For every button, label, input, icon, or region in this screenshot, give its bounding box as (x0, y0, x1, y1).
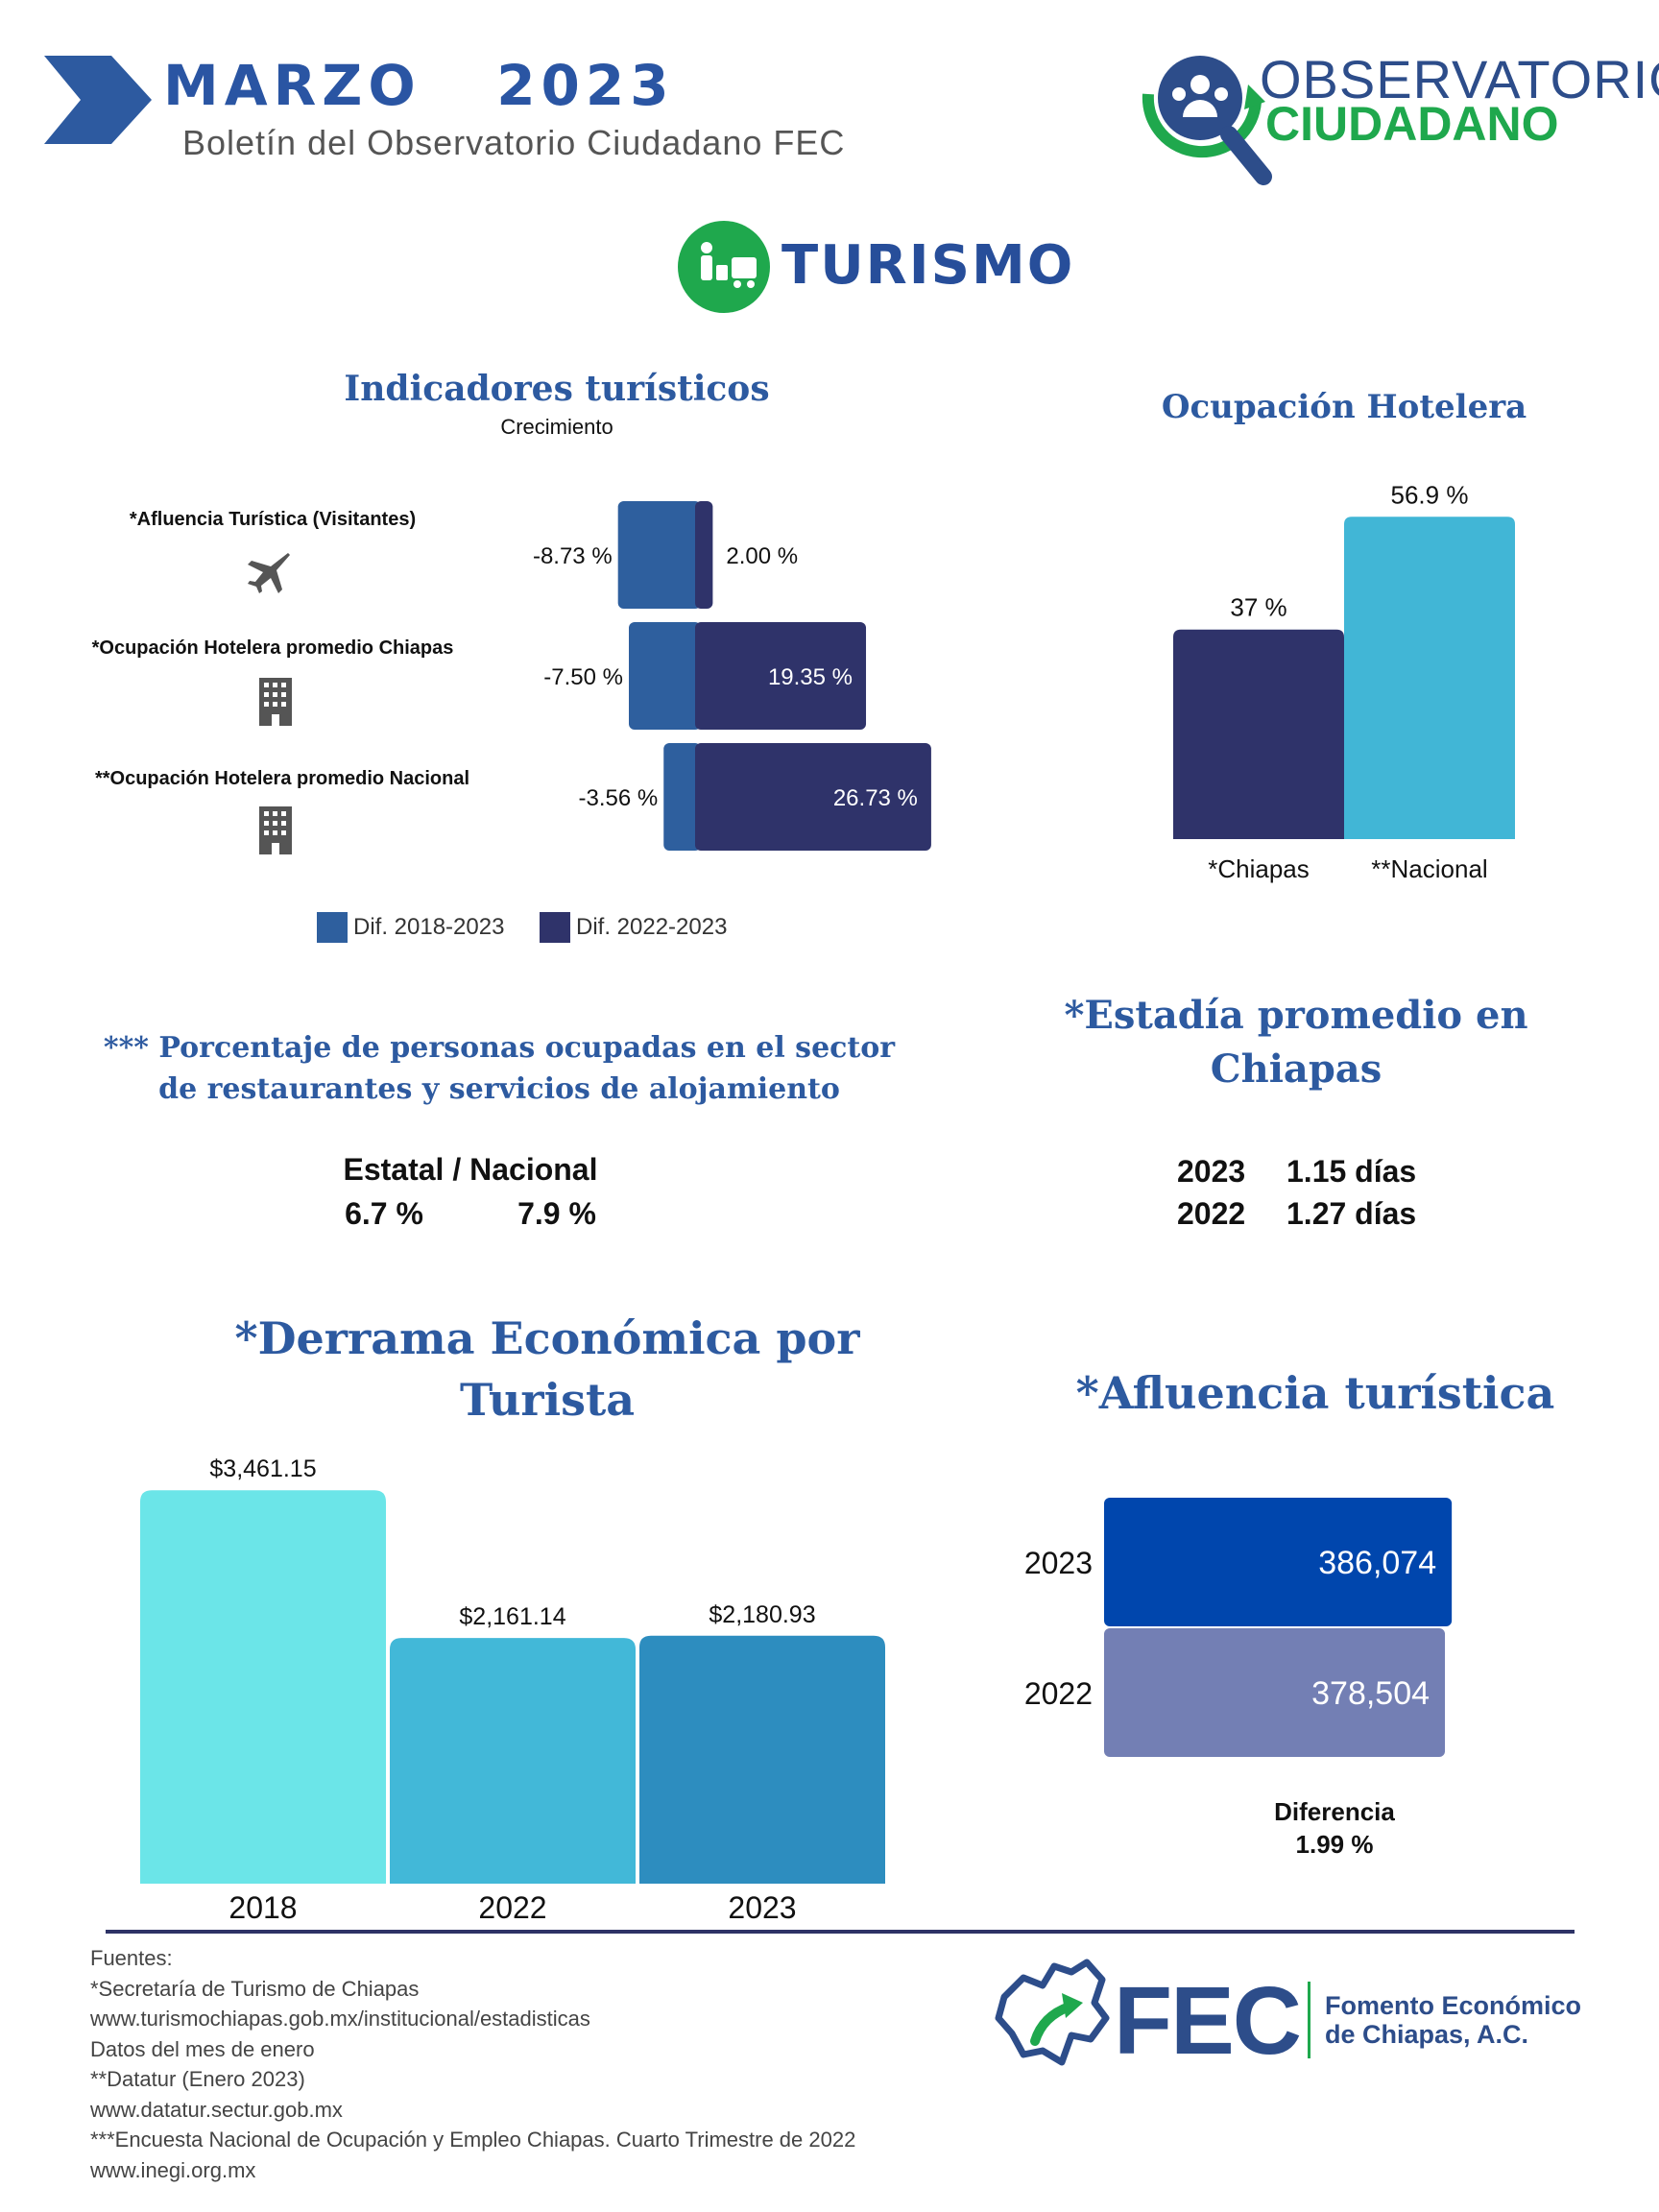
estadia-value-2023: 1.15 días (1286, 1154, 1417, 1189)
header-subtitle: Boletín del Observatorio Ciudadano FEC (182, 123, 846, 162)
label-ocupacion: 37 % (1230, 593, 1286, 622)
building-icon (259, 806, 292, 854)
label-dif-2022: 19.35 % (768, 664, 853, 690)
bar-derrama (140, 1490, 386, 1884)
source-line: Fuentes: (90, 1946, 173, 1970)
legend-swatch-2022 (540, 912, 570, 943)
bar-derrama (390, 1638, 636, 1884)
nacional-value: 7.9 % (517, 1196, 596, 1231)
building-icon (259, 678, 292, 726)
bar-dif-2022 (695, 501, 713, 609)
estatal-nacional-label: Estatal / Nacional (343, 1152, 598, 1187)
airplane-icon (248, 553, 290, 593)
bar-dif-2018 (663, 743, 701, 851)
bar-ocupacion (1344, 517, 1515, 839)
estadia-year-2023: 2023 (1177, 1154, 1246, 1189)
indicadores-chart: -8.73 % 2.00 % -7.50 % 19.35 % -3.56 % 26.73 … (533, 501, 931, 851)
estadia-value-2022: 1.27 días (1286, 1196, 1417, 1231)
tourism-icon (678, 221, 770, 313)
ocupacion-title: Ocupación Hotelera (1161, 388, 1527, 426)
fec-name-line2: de Chiapas, A.C. (1325, 2020, 1529, 2049)
chiapas-map-icon (995, 1959, 1110, 2066)
magnifier-people-icon (1142, 56, 1272, 185)
label-dif-2018: -8.73 % (533, 543, 613, 569)
label-afluencia: 378,504 (1311, 1675, 1430, 1712)
legend-label-2018: Dif. 2018-2023 (353, 914, 505, 940)
label-dif-2018: -3.56 % (579, 785, 659, 811)
header-chevron-icon (44, 56, 152, 144)
indicadores-subtitle: Crecimiento (500, 415, 613, 439)
afluencia-chart: 386,074 2023 378,504 2022 (1024, 1498, 1453, 1757)
label-derrama: $2,180.93 (709, 1601, 815, 1628)
source-link[interactable]: www.inegi.org.mx (90, 2157, 256, 2182)
legend-label-2022: Dif. 2022-2023 (576, 914, 728, 940)
personas-title: *** Porcentaje de personas ocupadas en e… (103, 1031, 896, 1106)
tick-derrama: 2022 (478, 1890, 546, 1925)
label-dif-2018: -7.50 % (543, 664, 623, 690)
diferencia-value: 1.99 % (1295, 1830, 1374, 1859)
bar-afluencia (1104, 1498, 1453, 1626)
derrama-chart: $3,461.15 2018 $2,161.14 2022 $2,180.93 2023 (140, 1455, 885, 1925)
label-afluencia: 386,074 (1318, 1545, 1436, 1581)
tick-ocupacion: *Chiapas (1208, 854, 1310, 883)
source-line: Datos del mes de enero (90, 2036, 315, 2061)
indicadores-title: Indicadores turísticos (344, 369, 770, 409)
label-derrama: $2,161.14 (459, 1603, 565, 1630)
fec-name-line1: Fomento Económico (1325, 1991, 1582, 2020)
source-link[interactable]: www.datatur.sectur.gob.mx (90, 2097, 343, 2122)
source-link[interactable]: www.turismochiapas.gob.mx/institucional/… (90, 2007, 590, 2031)
bar-dif-2022 (695, 743, 931, 851)
tick-derrama: 2023 (728, 1890, 796, 1925)
tick-afluencia: 2022 (1024, 1676, 1093, 1711)
tick-afluencia: 2023 (1024, 1546, 1093, 1580)
bar-dif-2018 (617, 501, 701, 609)
ocupacion-chart: 37 % *Chiapas 56.9 % **Nacional (1173, 480, 1515, 883)
bar-ocupacion (1173, 629, 1344, 839)
source-line: *Secretaría de Turismo de Chiapas (90, 1976, 420, 2001)
section-title: TURISMO (781, 234, 1075, 297)
logo-line2: CIUDADANO (1265, 97, 1559, 151)
logo-line1: OBSERVATORIO (1260, 49, 1659, 109)
estadia-year-2022: 2022 (1177, 1196, 1246, 1231)
indicator-label-nacional: **Ocupación Hotelera promedio Nacional (94, 768, 470, 789)
fec-separator (1308, 1982, 1310, 2058)
bar-derrama (639, 1635, 885, 1884)
tick-ocupacion: **Nacional (1371, 854, 1487, 883)
footer-divider (106, 1930, 1575, 1934)
bar-dif-2018 (629, 622, 701, 730)
diferencia-label: Diferencia (1274, 1797, 1395, 1826)
header-month-year: MARZO 2023 (163, 53, 675, 118)
indicator-label-chiapas: *Ocupación Hotelera promedio Chiapas (91, 637, 454, 659)
fec-abbr: FEC (1114, 1967, 1302, 2075)
bar-dif-2022 (695, 622, 867, 730)
label-ocupacion: 56.9 % (1391, 480, 1469, 509)
indicator-label-afluencia: *Afluencia Turística (Visitantes) (129, 509, 417, 530)
tick-derrama: 2018 (228, 1890, 297, 1925)
label-dif-2022: 2.00 % (726, 543, 798, 569)
bar-afluencia (1104, 1628, 1446, 1757)
label-derrama: $3,461.15 (209, 1455, 316, 1482)
estadia-title: *Estadía promedio en Chiapas (1064, 993, 1528, 1092)
afluencia-title: *Afluencia turística (1075, 1367, 1555, 1419)
source-line: ***Encuesta Nacional de Ocupación y Empl… (90, 2128, 856, 2152)
source-line: **Datatur (Enero 2023) (90, 2067, 305, 2091)
label-dif-2022: 26.73 % (833, 785, 918, 811)
derrama-title: *Derrama Económica por Turista (234, 1312, 860, 1426)
estatal-value: 6.7 % (345, 1196, 423, 1231)
legend-swatch-2018 (317, 912, 348, 943)
sources-list: Fuentes: *Secretaría de Turismo de Chiap… (90, 1943, 954, 2185)
